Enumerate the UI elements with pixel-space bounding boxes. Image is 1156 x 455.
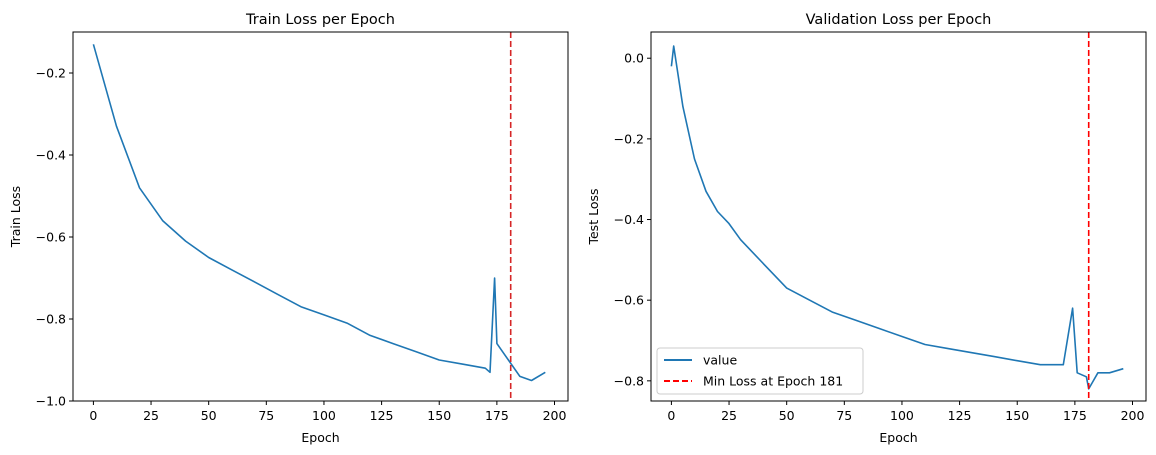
chart-title: Validation Loss per Epoch <box>806 12 992 28</box>
x-tick-label: 25 <box>143 408 159 423</box>
y-tick-label: −0.4 <box>36 148 66 163</box>
x-tick-label: 200 <box>543 408 567 423</box>
x-tick-label: 0 <box>89 408 97 423</box>
plot-frame <box>72 31 569 402</box>
y-tick-label: −0.4 <box>614 212 644 227</box>
y-tick-label: −0.6 <box>36 230 66 245</box>
chart-title: Train Loss per Epoch <box>245 12 395 28</box>
tick-group: 0 25 50 75 100 125 150 175 200 −1.0 −0.8 −0.6 −0.4 −0… <box>36 66 567 424</box>
legend: value Min Loss at Epoch 181 <box>656 347 864 395</box>
x-tick-label: 0 <box>667 408 675 423</box>
x-tick-label: 125 <box>948 408 972 423</box>
y-tick-label: −0.6 <box>614 293 644 308</box>
series-group <box>92 44 546 382</box>
plot-frame <box>650 31 1147 402</box>
x-tick-label: 50 <box>201 408 217 423</box>
x-tick-label: 50 <box>779 408 795 423</box>
y-tick-label: −1.0 <box>36 394 66 409</box>
y-tick-label: −0.2 <box>36 66 66 81</box>
y-tick-label: 0.0 <box>624 51 644 66</box>
y-tick-label: −0.8 <box>36 312 66 327</box>
legend-label-min-loss: Min Loss at Epoch 181 <box>703 374 843 389</box>
validation-loss-chart: Validation Loss per Epoch Epoch Test Los… <box>586 12 1147 445</box>
series-line-value <box>670 45 1124 390</box>
x-tick-label: 175 <box>1063 408 1087 423</box>
x-tick-label: 100 <box>890 408 914 423</box>
series-group <box>670 45 1124 390</box>
y-tick-label: −0.2 <box>614 131 644 146</box>
x-tick-label: 75 <box>836 408 852 423</box>
x-axis-label: Epoch <box>879 430 917 445</box>
y-axis-label: Train Loss <box>8 186 23 248</box>
x-tick-label: 200 <box>1121 408 1145 423</box>
legend-label-value: value <box>703 353 737 368</box>
legend-box <box>656 347 864 395</box>
x-tick-label: 125 <box>370 408 394 423</box>
x-tick-label: 175 <box>485 408 509 423</box>
train-loss-chart: Train Loss per Epoch Epoch Train Loss 0 2… <box>8 12 569 445</box>
y-axis-label: Test Loss <box>586 188 601 245</box>
y-tick-label: −0.8 <box>614 373 644 388</box>
x-axis-label: Epoch <box>301 430 339 445</box>
x-tick-label: 150 <box>1005 408 1029 423</box>
x-tick-label: 100 <box>312 408 336 423</box>
tick-group: 0 25 50 75 100 125 150 175 200 −0.8 −0.6 −0.4 −0.2 0.… <box>614 51 1145 423</box>
x-tick-label: 75 <box>258 408 274 423</box>
series-line-value <box>92 44 546 382</box>
x-tick-label: 150 <box>427 408 451 423</box>
x-tick-label: 25 <box>721 408 737 423</box>
